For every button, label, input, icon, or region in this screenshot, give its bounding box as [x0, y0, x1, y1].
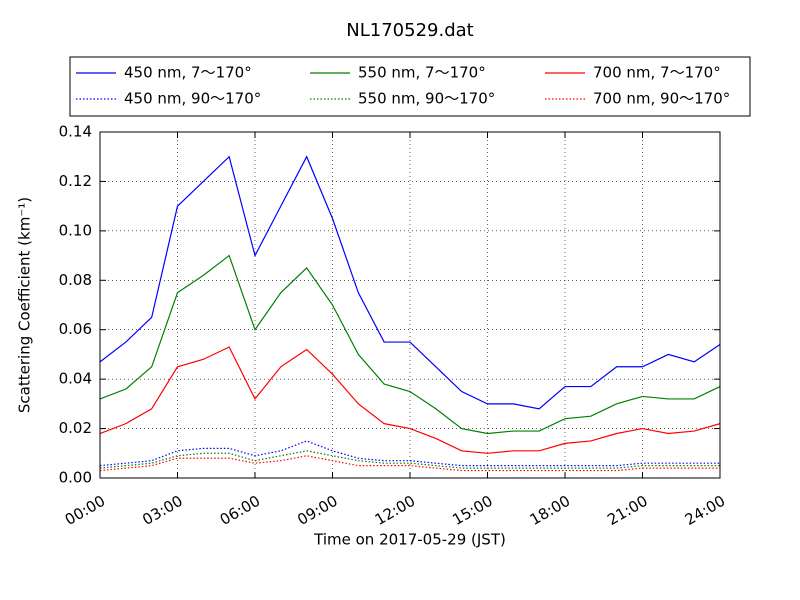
plot-frame: [99, 131, 721, 479]
series-line: [99, 254, 721, 435]
series-line: [99, 440, 720, 467]
legend-label: 450 nm, 7～170°: [124, 64, 252, 82]
y-tick-label: 0.02: [59, 419, 92, 437]
legend-label: 550 nm, 90～170°: [358, 90, 495, 108]
y-tick-label: 0.06: [59, 320, 92, 338]
legend-label: 700 nm, 90～170°: [593, 90, 730, 108]
legend-label: 450 nm, 90～170°: [124, 90, 261, 108]
series-line: [99, 346, 721, 454]
y-tick-label: 0.14: [59, 123, 92, 141]
legend-label: 700 nm, 7～170°: [593, 64, 721, 82]
y-tick-label: 0.10: [59, 221, 92, 239]
series-line: [99, 155, 721, 410]
legend-box: [69, 56, 751, 117]
y-tick-label: 0.12: [59, 172, 92, 190]
chart-title: NL170529.dat: [346, 20, 473, 41]
y-tick-label: 0.00: [59, 469, 92, 487]
y-tick-label: 0.08: [59, 271, 92, 289]
legend-label: 550 nm, 7～170°: [358, 64, 486, 82]
y-axis-label: Scattering Coefficient (km⁻¹): [16, 197, 34, 413]
y-tick-label: 0.04: [59, 370, 92, 388]
x-axis-label: Time on 2017-05-29 (JST): [313, 531, 506, 549]
